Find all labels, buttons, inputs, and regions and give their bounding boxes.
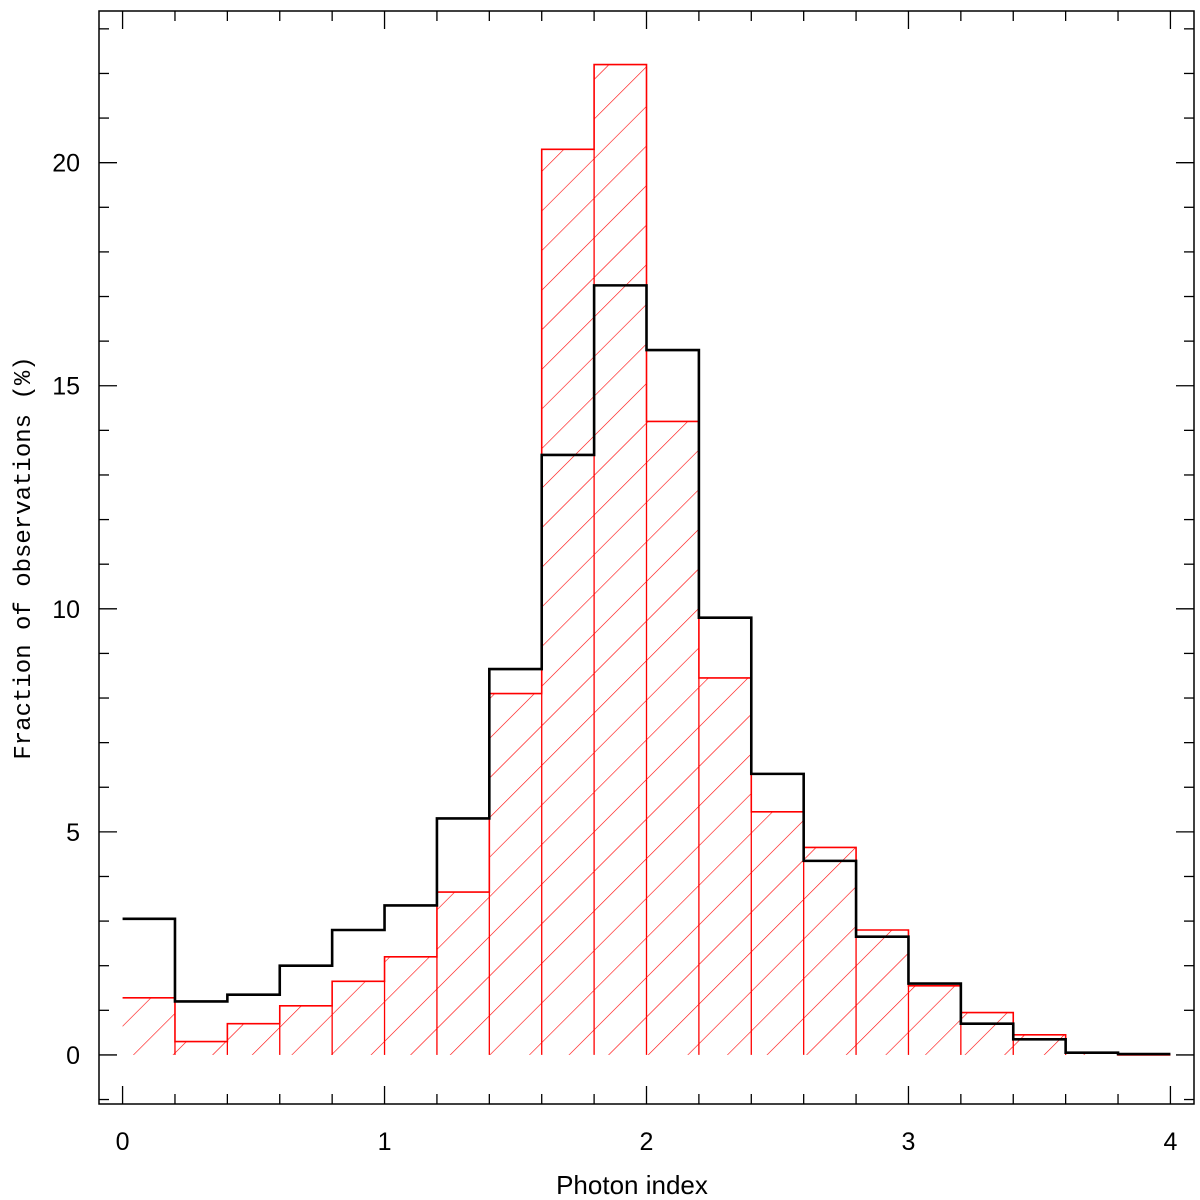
y-tick-label-4: 20 — [52, 150, 80, 178]
tick-labels: 0 1 2 3 4 0 5 10 15 20 — [52, 150, 1177, 1156]
red-bar-hatch-15 — [908, 985, 961, 1055]
red-bar-hatch-17 — [1013, 1034, 1066, 1055]
red-bar-hatch-14 — [856, 930, 909, 1055]
red-bar-hatch-6 — [436, 892, 490, 1055]
red-series-outline — [122, 63, 1171, 1056]
y-axis-label: Fraction of observations (%) — [11, 356, 38, 759]
red-bar-hatch-3 — [279, 1005, 333, 1055]
x-tick-label-2: 2 — [640, 1128, 654, 1156]
x-tick-label-1: 1 — [378, 1128, 392, 1156]
red-bar-hatch-5 — [384, 956, 437, 1055]
red-bar-hatch-12 — [751, 811, 804, 1055]
red-bar-hatch-13 — [803, 847, 857, 1055]
y-tick-label-3: 15 — [52, 373, 80, 401]
y-tick-label-2: 10 — [52, 596, 80, 624]
x-tick-label-4: 4 — [1163, 1128, 1177, 1156]
red-bar-hatch-1 — [174, 1041, 228, 1055]
y-tick-label-1: 5 — [66, 819, 80, 847]
red-bar-hatch-16 — [960, 1012, 1014, 1055]
red-bar-hatch-2 — [227, 1023, 280, 1055]
red-bar-hatch-10 — [646, 421, 699, 1055]
red-bar-hatch-4 — [332, 981, 385, 1055]
black-series-outline — [122, 284, 1171, 1056]
x-axis-label: Photon index — [556, 1170, 708, 1200]
red-bar-hatch-9 — [594, 64, 647, 1055]
red-bar-hatch-11 — [698, 677, 752, 1055]
x-tick-label-0: 0 — [116, 1128, 130, 1156]
red-bar-hatch-7 — [489, 693, 542, 1055]
x-tick-label-3: 3 — [902, 1128, 916, 1156]
axis-ticks — [99, 11, 1194, 1104]
red-bar-hatch-8 — [541, 149, 595, 1055]
red-bar-hatch-0 — [122, 997, 175, 1055]
black-series-layer — [122, 284, 1171, 1056]
red-series-layer — [122, 63, 1171, 1056]
y-tick-label-0: 0 — [66, 1042, 80, 1070]
